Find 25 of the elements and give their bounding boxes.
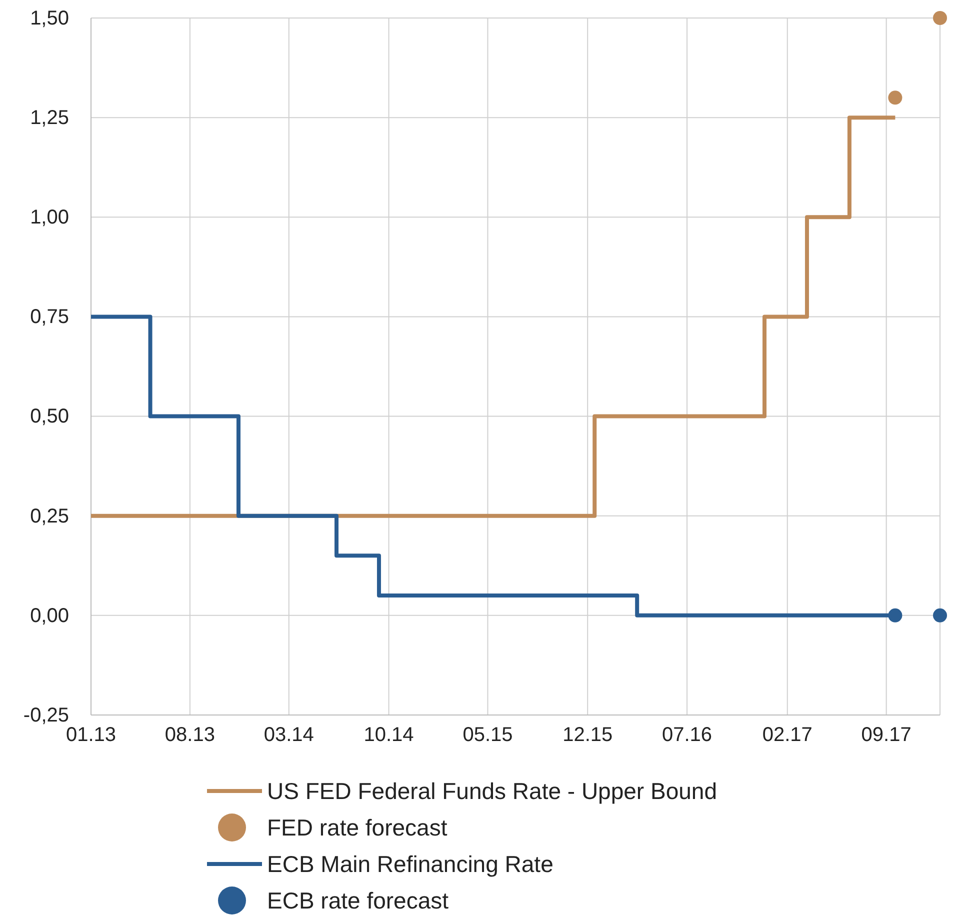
y-tick-label: 0,50 bbox=[30, 406, 69, 428]
y-tick-label: -0,25 bbox=[23, 704, 69, 726]
x-tick-label: 10.14 bbox=[364, 724, 414, 746]
x-tick-label: 02.17 bbox=[762, 724, 812, 746]
x-tick-label: 05.15 bbox=[462, 724, 513, 746]
y-tick-label: 0,25 bbox=[30, 505, 69, 528]
legend-label: ECB Main Refinancing Rate bbox=[267, 851, 554, 877]
x-tick-label: 08.13 bbox=[164, 724, 215, 746]
point bbox=[888, 90, 902, 105]
x-tick-label: 03.14 bbox=[264, 724, 314, 746]
legend-label: FED rate forecast bbox=[267, 814, 448, 840]
point bbox=[933, 608, 947, 622]
x-tick-label: 01.13 bbox=[66, 724, 116, 746]
y-tick-label: 1,50 bbox=[30, 7, 69, 30]
point bbox=[888, 608, 902, 622]
y-tick-label: 0,75 bbox=[30, 306, 69, 328]
legend-label: ECB rate forecast bbox=[267, 888, 450, 914]
x-tick-label: 12.15 bbox=[562, 724, 613, 746]
x-tick-label: 09.17 bbox=[861, 724, 912, 746]
x-tick-label: 07.16 bbox=[662, 724, 712, 746]
legend-label: US FED Federal Funds Rate - Upper Bound bbox=[267, 778, 717, 804]
point bbox=[933, 11, 947, 25]
y-tick-label: 1,25 bbox=[30, 106, 69, 129]
y-tick-label: 0,00 bbox=[30, 604, 69, 627]
y-tick-label: 1,00 bbox=[30, 206, 69, 229]
